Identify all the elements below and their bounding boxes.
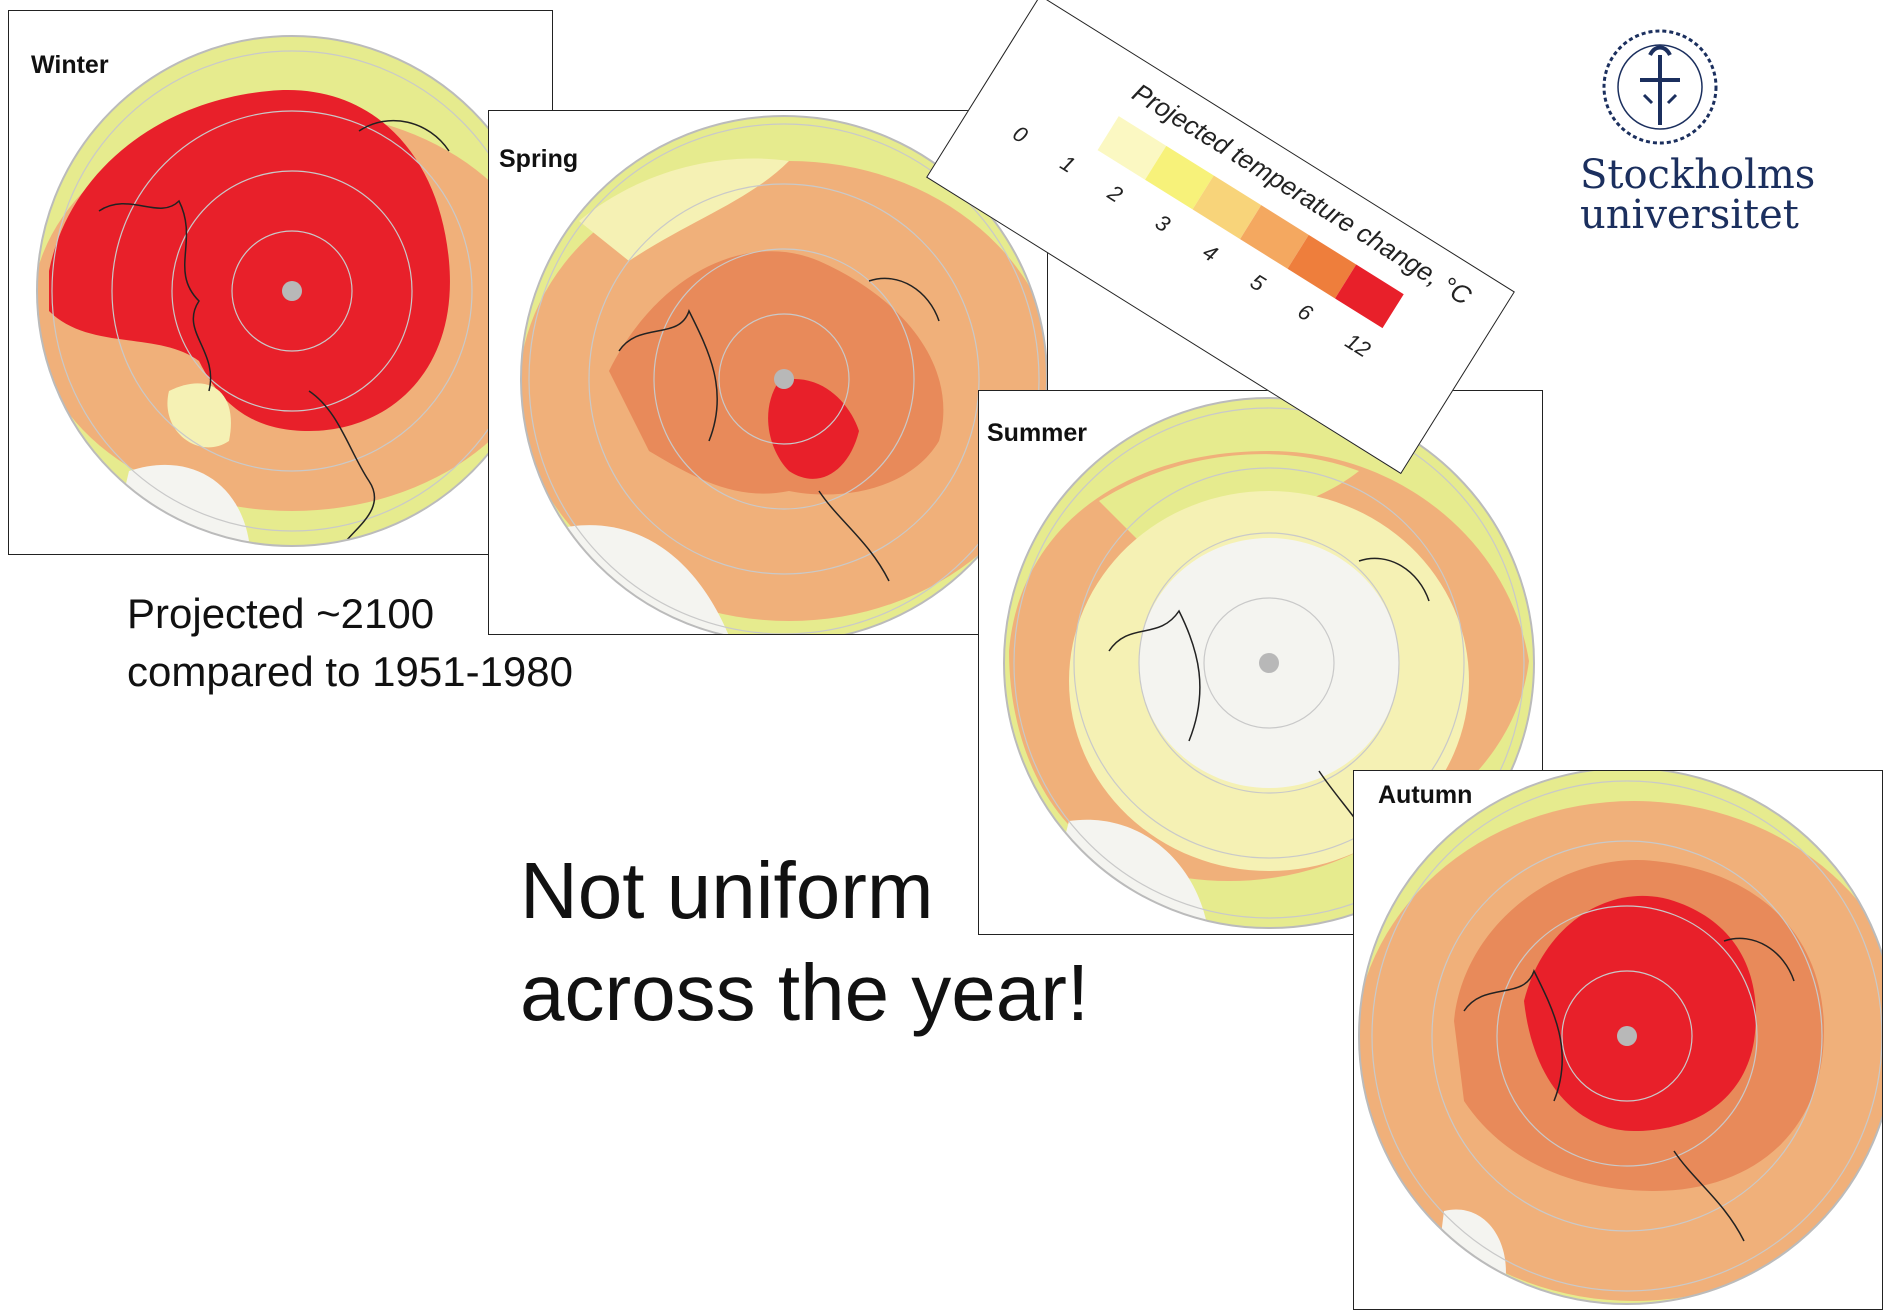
panel-title-winter: Winter [31, 51, 109, 79]
arctic-map-autumn [1358, 771, 1882, 1305]
caption-line-2: compared to 1951-1980 [127, 648, 573, 695]
map-panel-spring: Spring [488, 110, 1048, 635]
legend-ticks: 0 1 2 3 4 5 6 12 [1001, 120, 1375, 362]
legend-tick: 1 [1056, 150, 1080, 178]
legend-tick: 0 [1008, 120, 1033, 149]
logo-text: Stockholms universitet [1580, 155, 1815, 235]
legend-tick: 5 [1245, 268, 1270, 297]
logo-line-2: universitet [1580, 192, 1799, 238]
legend-tick: 6 [1293, 298, 1318, 327]
map-panel-summer: Summer [978, 390, 1543, 935]
legend-tick: 2 [1103, 179, 1128, 208]
university-logo: Stockholms universitet [1580, 25, 1860, 255]
university-seal-icon [1602, 29, 1718, 145]
panel-title-autumn: Autumn [1378, 781, 1473, 809]
legend-tick: 3 [1151, 209, 1175, 238]
logo-line-1: Stockholms [1580, 152, 1816, 198]
arctic-map-winter [36, 35, 548, 547]
map-panel-winter: Winter [8, 10, 553, 555]
panel-title-summer: Summer [987, 419, 1088, 447]
projection-caption: Projected ~2100 compared to 1951-1980 [127, 585, 573, 701]
caption-line-1: Projected ~2100 [127, 590, 435, 637]
headline: Not uniform across the year! [520, 840, 1089, 1044]
headline-line-2: across the year! [520, 948, 1090, 1037]
headline-line-1: Not uniform [520, 846, 934, 935]
legend-tick: 12 [1340, 328, 1375, 363]
panel-title-spring: Spring [499, 145, 579, 173]
map-panel-autumn: Autumn [1353, 770, 1883, 1310]
legend-tick: 4 [1198, 239, 1223, 267]
arctic-map-spring [520, 115, 1047, 634]
